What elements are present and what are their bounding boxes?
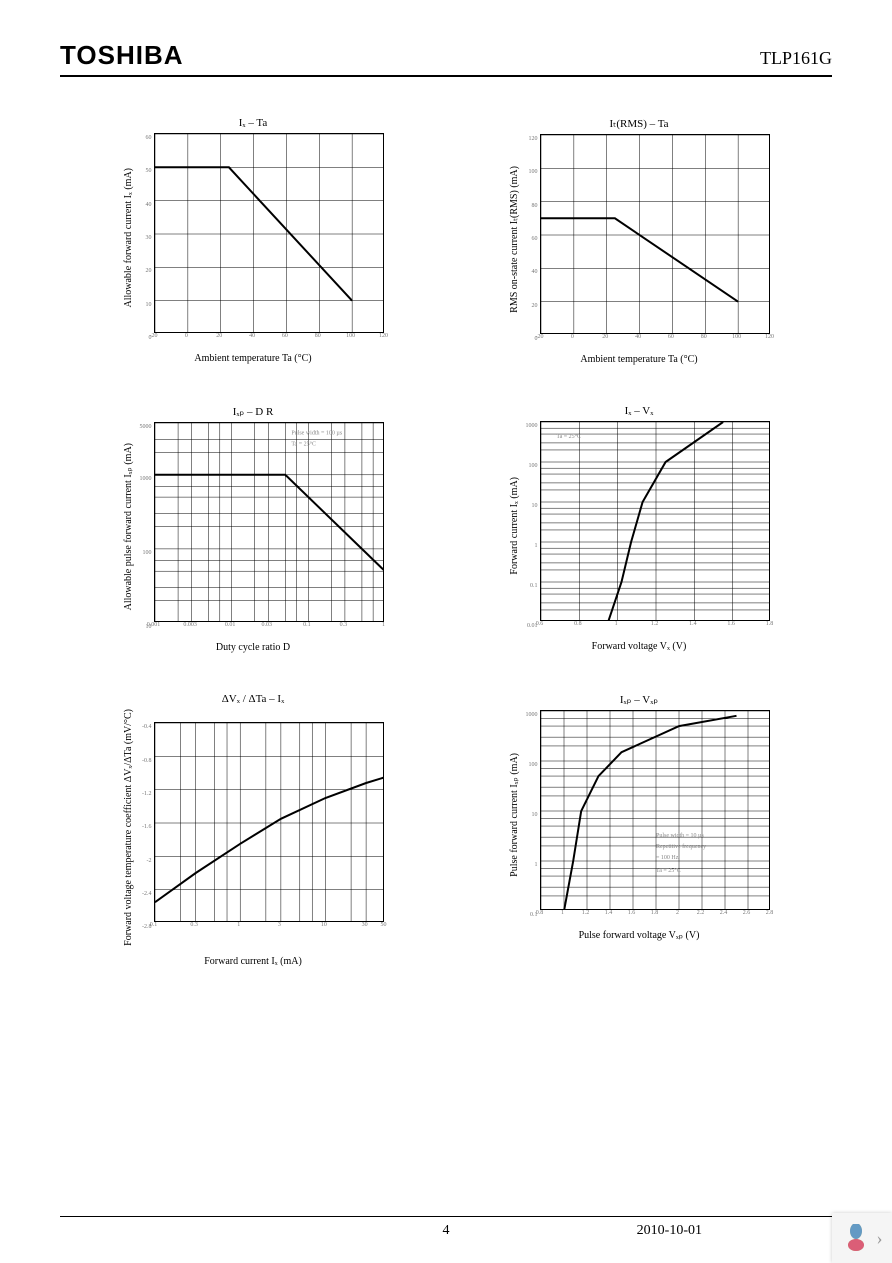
x-axis-label: Ambient temperature Ta (°C) bbox=[194, 353, 311, 364]
chart-title: Iₜ(RMS) – Ta bbox=[609, 117, 668, 130]
chart-ifp_dr: Iₓₚ – D R Allowable pulse forward curren… bbox=[80, 405, 426, 653]
page-number: 4 bbox=[443, 1223, 450, 1239]
chart-if_vf: Iₓ – Vₓ Forward current Iₓ (mA) 0.010.11… bbox=[466, 405, 812, 653]
x-axis-label: Forward current Iₓ (mA) bbox=[204, 956, 302, 967]
x-axis-label: Duty cycle ratio D bbox=[216, 642, 290, 653]
chart-ifp_vfp: Iₓₚ – Vₓₚ Pulse forward current Iₓₚ (mA)… bbox=[466, 693, 812, 967]
y-axis-label: Allowable pulse forward current Iₓₚ (mA) bbox=[123, 443, 134, 610]
chart-title: Iₓₚ – D R bbox=[233, 405, 274, 418]
x-axis-label: Forward voltage Vₓ (V) bbox=[592, 641, 687, 652]
page-footer: 4 2010-10-01 bbox=[60, 1216, 832, 1223]
chart-title: Iₓ – Vₓ bbox=[625, 405, 654, 417]
y-axis-label: Allowable forward current Iₓ (mA) bbox=[123, 168, 134, 308]
chart-it_ta: Iₜ(RMS) – Ta RMS on-state current Iₜ(RMS… bbox=[466, 117, 812, 365]
svg-text:= 100 Hz: = 100 Hz bbox=[656, 855, 679, 861]
svg-text:Repetitive frequency: Repetitive frequency bbox=[656, 843, 706, 850]
y-axis-label: RMS on-state current Iₜ(RMS) (mA) bbox=[509, 166, 520, 313]
svg-text:Pulse width = 100 µs: Pulse width = 100 µs bbox=[291, 430, 343, 436]
y-axis-label: Pulse forward current Iₓₚ (mA) bbox=[509, 753, 520, 877]
charts-grid: Iₓ – Ta Allowable forward current Iₓ (mA… bbox=[60, 107, 832, 967]
x-axis-label: Pulse forward voltage Vₓₚ (V) bbox=[579, 930, 700, 941]
svg-text:Ta = 25°C: Ta = 25°C bbox=[656, 867, 681, 874]
next-page-button[interactable]: › bbox=[832, 1213, 892, 1263]
chart-title: Iₓ – Ta bbox=[239, 117, 268, 129]
chart-title: ΔVₓ / ΔTa – Iₓ bbox=[222, 693, 285, 705]
chevron-right-icon: › bbox=[877, 1228, 883, 1249]
part-number: TLP161G bbox=[760, 48, 832, 69]
y-axis-label: Forward voltage temperature coefficient … bbox=[123, 709, 134, 946]
y-axis-label: Forward current Iₓ (mA) bbox=[509, 477, 520, 575]
x-axis-label: Ambient temperature Ta (°C) bbox=[580, 354, 697, 365]
svg-text:Pulse width = 10 µs: Pulse width = 10 µs bbox=[656, 833, 705, 839]
chart-if_ta: Iₓ – Ta Allowable forward current Iₓ (mA… bbox=[80, 117, 426, 365]
chart-dvf_dta: ΔVₓ / ΔTa – Iₓ Forward voltage temperatu… bbox=[80, 693, 426, 967]
petal-logo-icon bbox=[842, 1224, 870, 1252]
svg-text:Ta = 25°C: Ta = 25°C bbox=[291, 440, 316, 447]
svg-text:Ta = 25°C: Ta = 25°C bbox=[556, 433, 581, 440]
page-header: TOSHIBA TLP161G bbox=[60, 40, 832, 77]
chart-title: Iₓₚ – Vₓₚ bbox=[620, 693, 658, 706]
footer-date: 2010-10-01 bbox=[637, 1223, 702, 1239]
brand-logo: TOSHIBA bbox=[60, 40, 184, 71]
